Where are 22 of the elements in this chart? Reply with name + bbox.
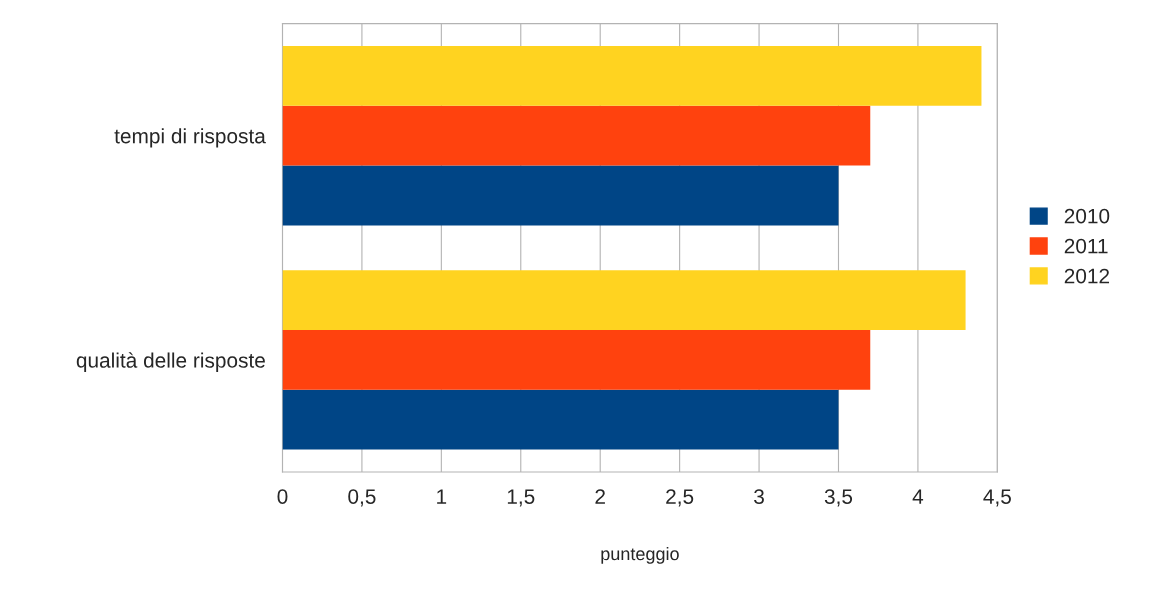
legend-label: 2011	[1064, 238, 1108, 254]
bar	[282, 270, 966, 331]
y-tick-label: tempi di risposta	[114, 128, 266, 148]
x-tick-label: 1,5	[507, 489, 535, 507]
x-tick-label: 4	[912, 489, 924, 504]
x-tick-label: 0	[277, 489, 288, 504]
x-tick-label: 3	[754, 489, 764, 504]
x-axis-title: punteggio	[601, 546, 679, 564]
x-tick-label: 4,5	[983, 489, 1011, 507]
x-tick-label: 0,5	[348, 489, 376, 507]
bar	[282, 330, 871, 390]
bar	[282, 165, 839, 226]
bar	[282, 105, 871, 166]
x-tick-label: 3,5	[824, 489, 853, 507]
legend-label: 2012	[1064, 268, 1110, 284]
legend-label: 2010	[1064, 208, 1110, 224]
x-tick-label: 2,5	[666, 489, 694, 507]
x-tick-label: 1	[437, 489, 447, 504]
y-tick-label: qualità delle risposte	[76, 352, 265, 372]
x-tick-label: 2	[595, 489, 605, 504]
bar	[282, 46, 982, 106]
bar	[282, 389, 839, 450]
